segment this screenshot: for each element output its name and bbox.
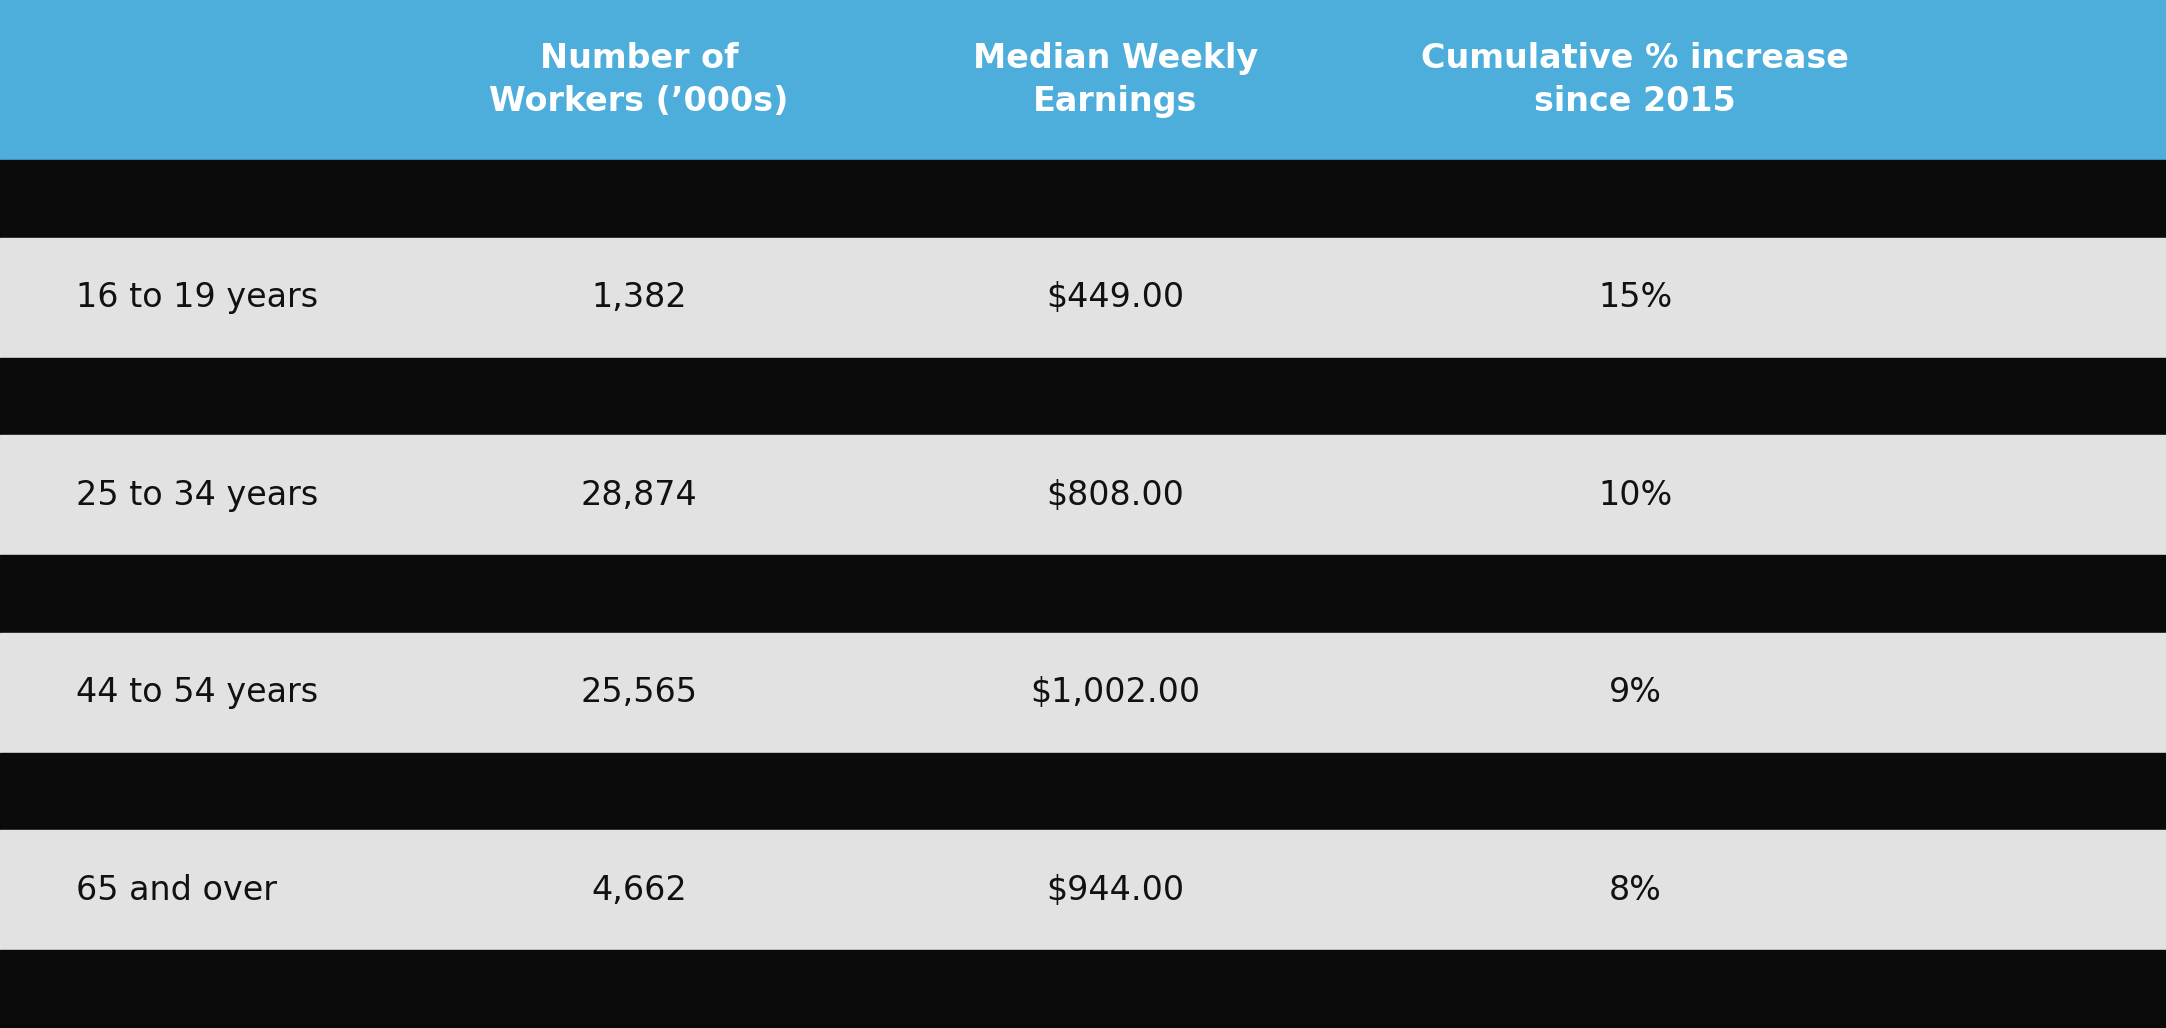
Text: Cumulative % increase
since 2015: Cumulative % increase since 2015 bbox=[1421, 42, 1850, 118]
Bar bbox=[0, 950, 2166, 1028]
Text: 44 to 54 years: 44 to 54 years bbox=[76, 676, 318, 709]
Text: 8%: 8% bbox=[1609, 874, 1661, 907]
Text: 25,565: 25,565 bbox=[580, 676, 697, 709]
Text: $808.00: $808.00 bbox=[1046, 479, 1185, 512]
Text: 4,662: 4,662 bbox=[591, 874, 687, 907]
Bar bbox=[0, 358, 2166, 436]
Text: 10%: 10% bbox=[1599, 479, 1672, 512]
Bar bbox=[0, 831, 2166, 950]
Text: 16 to 19 years: 16 to 19 years bbox=[76, 282, 318, 315]
Text: 65 and over: 65 and over bbox=[76, 874, 277, 907]
Text: 9%: 9% bbox=[1609, 676, 1661, 709]
Text: $944.00: $944.00 bbox=[1046, 874, 1185, 907]
Text: 15%: 15% bbox=[1599, 282, 1672, 315]
Text: 1,382: 1,382 bbox=[591, 282, 687, 315]
Text: Number of
Workers (’000s): Number of Workers (’000s) bbox=[490, 42, 788, 118]
Text: 25 to 34 years: 25 to 34 years bbox=[76, 479, 318, 512]
Text: 28,874: 28,874 bbox=[580, 479, 697, 512]
Bar bbox=[0, 555, 2166, 633]
Bar bbox=[0, 436, 2166, 555]
Bar bbox=[0, 633, 2166, 752]
Text: Median Weekly
Earnings: Median Weekly Earnings bbox=[973, 42, 1258, 118]
Bar bbox=[0, 237, 2166, 358]
Bar bbox=[0, 160, 2166, 237]
Text: $1,002.00: $1,002.00 bbox=[1031, 676, 1200, 709]
Text: $449.00: $449.00 bbox=[1046, 282, 1185, 315]
Bar bbox=[0, 752, 2166, 831]
Bar bbox=[0, 0, 2166, 160]
